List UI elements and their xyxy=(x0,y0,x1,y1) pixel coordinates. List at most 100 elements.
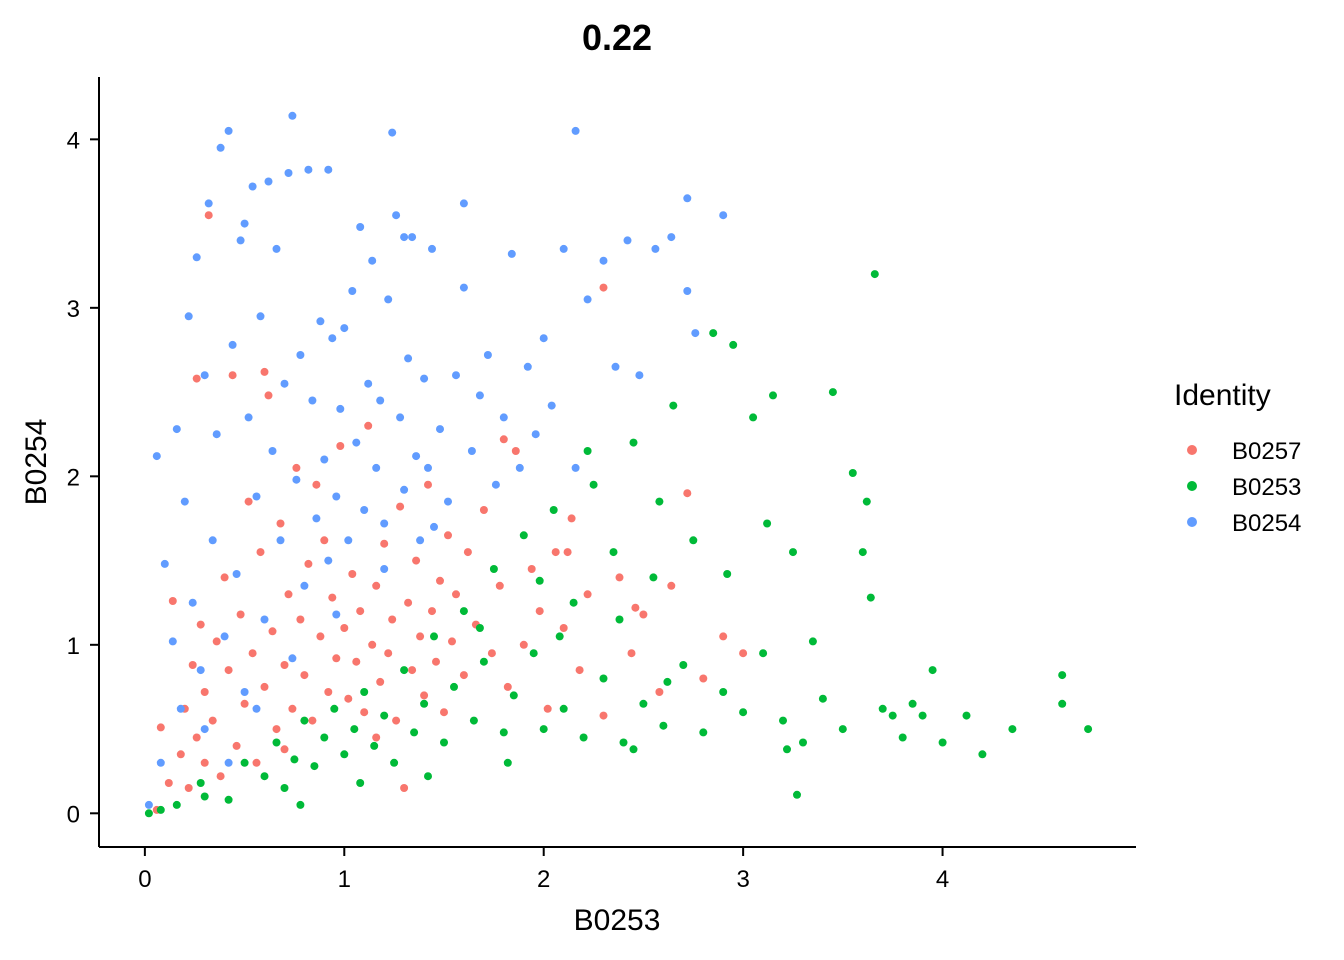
point-B0253-30 xyxy=(489,565,498,573)
point-B0257-85 xyxy=(535,607,544,616)
point-B0253-8 xyxy=(272,738,281,747)
legend-key-B0253 xyxy=(1187,481,1197,491)
point-B0257-3 xyxy=(168,597,177,605)
point-B0253-59 xyxy=(779,716,787,725)
point-B0253-98 xyxy=(663,677,672,686)
point-B0257-35 xyxy=(296,615,305,624)
point-B0254-16 xyxy=(216,143,225,152)
x-tick-label: 1 xyxy=(338,866,351,893)
point-B0253-7 xyxy=(260,772,269,781)
point-B0257-80 xyxy=(495,581,504,590)
point-B0254-40 xyxy=(312,514,321,523)
point-B0253-69 xyxy=(866,593,875,602)
x-tick-label: 2 xyxy=(537,866,550,893)
point-B0254-28 xyxy=(264,177,273,186)
point-B0254-2 xyxy=(156,758,165,767)
point-B0253-62 xyxy=(808,637,817,646)
point-B0253-76 xyxy=(928,666,937,675)
point-B0254-11 xyxy=(196,666,205,675)
point-B0257-67 xyxy=(424,480,432,489)
point-B0257-33 xyxy=(288,704,297,713)
point-B0254-49 xyxy=(348,287,357,295)
point-B0253-66 xyxy=(848,469,857,477)
point-B0254-19 xyxy=(228,340,237,349)
x-tick-label: 0 xyxy=(138,866,151,893)
point-B0254-26 xyxy=(256,312,265,321)
point-B0254-4 xyxy=(168,637,177,646)
point-B0253-95 xyxy=(535,576,544,585)
point-B0257-75 xyxy=(459,671,468,680)
point-B0253-11 xyxy=(300,716,309,725)
point-B0254-12 xyxy=(200,371,209,380)
point-B0253-19 xyxy=(380,711,389,720)
point-B0253-64 xyxy=(828,388,837,397)
point-B0257-42 xyxy=(324,688,333,696)
point-B0257-73 xyxy=(448,637,456,646)
point-B0257-107 xyxy=(631,603,640,612)
point-B0254-88 xyxy=(599,256,608,265)
point-B0254-18 xyxy=(224,126,233,135)
point-B0257-45 xyxy=(336,442,345,450)
point-B0253-79 xyxy=(978,750,987,759)
point-B0257-91 xyxy=(583,590,592,599)
point-B0257-62 xyxy=(404,598,413,607)
point-B0254-85 xyxy=(559,244,568,253)
point-B0254-0 xyxy=(144,800,153,809)
point-B0257-98 xyxy=(683,489,692,498)
point-B0254-1 xyxy=(152,452,161,461)
point-B0257-31 xyxy=(280,661,289,669)
legend-label-B0254: B0254 xyxy=(1232,510,1301,537)
point-B0257-9 xyxy=(196,620,205,629)
point-B0253-81 xyxy=(1058,671,1067,680)
point-B0257-93 xyxy=(615,573,624,582)
point-B0257-102 xyxy=(599,283,608,292)
point-B0257-59 xyxy=(392,716,401,725)
point-B0253-56 xyxy=(749,413,758,422)
point-B0254-51 xyxy=(356,223,365,231)
point-B0253-97 xyxy=(583,447,592,455)
point-B0257-50 xyxy=(356,607,365,616)
point-B0257-79 xyxy=(487,649,496,658)
point-B0253-94 xyxy=(763,519,772,528)
point-B0257-47 xyxy=(344,694,353,703)
y-axis-title: B0254 xyxy=(20,419,53,506)
point-B0254-31 xyxy=(276,536,285,545)
point-B0254-77 xyxy=(491,480,500,489)
point-B0253-60 xyxy=(789,548,797,557)
point-B0253-6 xyxy=(240,758,249,767)
point-B0253-10 xyxy=(290,755,299,764)
point-B0254-17 xyxy=(220,632,229,641)
point-B0253-2 xyxy=(172,800,181,809)
point-B0253-20 xyxy=(390,758,399,767)
point-B0253-67 xyxy=(858,548,867,557)
point-B0257-22 xyxy=(244,497,253,506)
point-B0254-5 xyxy=(172,425,181,434)
point-B0257-94 xyxy=(627,649,636,658)
point-B0254-14 xyxy=(208,536,217,545)
point-B0253-9 xyxy=(280,784,289,792)
point-B0253-63 xyxy=(818,694,827,703)
point-B0257-57 xyxy=(384,649,393,658)
point-B0254-72 xyxy=(452,371,460,380)
point-B0254-13 xyxy=(204,199,213,208)
point-B0257-18 xyxy=(228,371,237,380)
point-B0257-30 xyxy=(276,519,285,528)
point-B0254-108 xyxy=(380,565,389,573)
point-B0253-84 xyxy=(793,790,801,799)
legend-label-B0253: B0253 xyxy=(1232,474,1301,501)
legend-key-B0254 xyxy=(1187,517,1197,527)
point-B0254-99 xyxy=(459,199,468,208)
point-B0257-25 xyxy=(256,548,265,557)
point-B0257-55 xyxy=(376,677,385,686)
point-B0257-89 xyxy=(567,514,576,523)
point-B0253-93 xyxy=(723,570,732,578)
point-B0257-87 xyxy=(551,548,560,557)
point-B0253-27 xyxy=(459,607,468,616)
point-B0257-109 xyxy=(280,745,289,754)
y-tick-label: 1 xyxy=(67,633,80,660)
point-B0257-7 xyxy=(188,661,197,669)
point-B0254-103 xyxy=(200,725,209,734)
point-B0253-75 xyxy=(918,711,927,720)
point-B0257-53 xyxy=(368,640,377,649)
